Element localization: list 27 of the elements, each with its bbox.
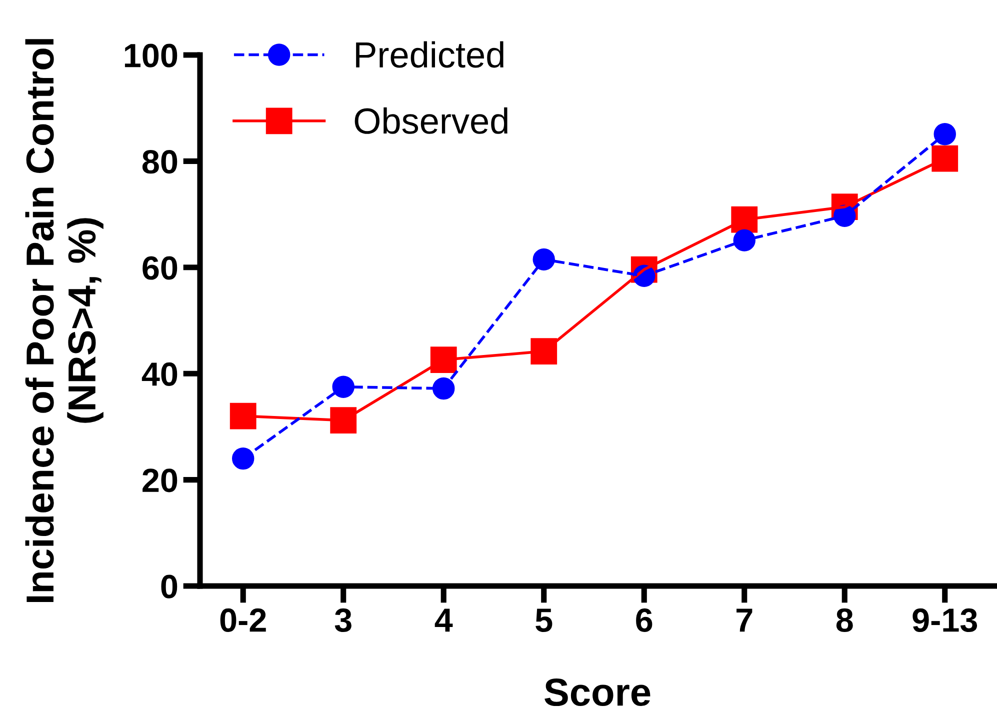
point: [232, 447, 254, 470]
y-tick-label: 80: [142, 150, 178, 174]
x-tick-label: 6: [636, 608, 652, 632]
x-tick-label: 8: [836, 608, 853, 632]
x-tick-label: 5: [536, 608, 552, 632]
y-tick-label: 100: [124, 44, 178, 68]
x-tick-label: 3: [334, 608, 352, 632]
point: [532, 248, 555, 271]
y-tick-label: 40: [142, 362, 178, 386]
x-axis-title: Score: [544, 678, 650, 706]
x-tick-label: 9-13: [912, 608, 978, 632]
y-tick-label: 0: [161, 574, 178, 598]
y-tick-label: 20: [142, 468, 178, 492]
point: [733, 229, 756, 252]
point: [330, 407, 357, 434]
point: [230, 402, 256, 430]
point: [432, 377, 455, 400]
x-tick-label: 4: [434, 608, 453, 632]
y-axis-title: Incidence of Poor Pain Control (NRS>4, %): [25, 39, 104, 602]
point: [332, 376, 354, 398]
y-tick-label: 60: [142, 256, 178, 280]
point: [934, 123, 956, 146]
legend-label: Observed: [354, 107, 508, 134]
x-tick-label: 0-2: [220, 608, 266, 632]
legend-label: Predicted: [356, 41, 504, 68]
x-tick-label: 7: [736, 608, 752, 632]
point: [932, 145, 958, 172]
